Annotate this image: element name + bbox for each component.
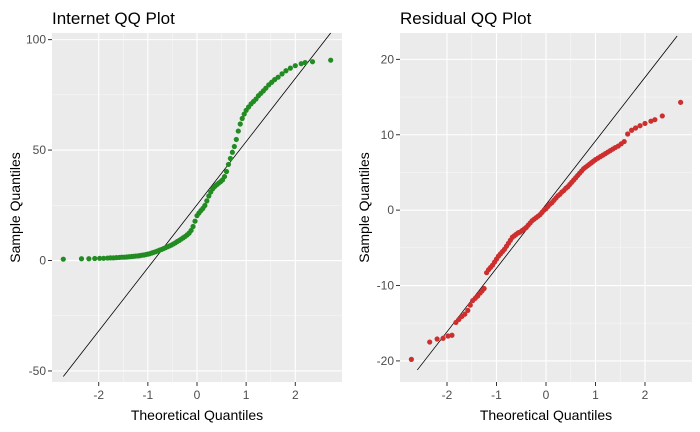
data-point — [86, 256, 92, 262]
data-point — [237, 121, 243, 127]
data-point — [192, 218, 198, 224]
data-point — [462, 311, 468, 317]
data-point — [190, 223, 196, 230]
x-axis-ticks: -2 -1 0 1 2 — [93, 382, 299, 402]
data-point — [97, 255, 103, 261]
data-point — [204, 198, 210, 204]
data-point — [275, 74, 281, 80]
data-point — [434, 336, 440, 342]
data-point — [652, 117, 658, 123]
data-point — [302, 59, 308, 66]
x-tick-label: 1 — [243, 388, 250, 402]
x-tick-label: -1 — [491, 388, 502, 402]
data-point — [283, 68, 289, 74]
data-point — [229, 149, 235, 155]
data-point — [408, 356, 414, 362]
data-point — [632, 125, 639, 131]
y-tick-label: 0 — [39, 254, 46, 268]
x-tick-label: 0 — [543, 388, 550, 402]
y-axis-ticks: -20 -10 0 10 20 — [377, 52, 400, 368]
y-tick-label: 10 — [381, 128, 395, 142]
x-tick-label: -2 — [93, 388, 104, 402]
data-point — [287, 65, 293, 71]
internet-qq-panel: Internet QQ Plot -2 -1 0 1 2 -50 0 50 100 Theor… — [7, 9, 342, 423]
data-point — [292, 63, 298, 69]
y-axis-ticks: -50 0 50 100 — [26, 33, 52, 378]
data-point — [637, 123, 643, 129]
y-tick-label: -20 — [377, 354, 395, 368]
x-axis-ticks: -2 -1 0 1 2 — [442, 382, 649, 402]
data-point — [449, 332, 455, 338]
y-tick-label: 50 — [33, 143, 47, 157]
data-point — [678, 99, 684, 105]
data-point — [206, 193, 212, 199]
x-tick-label: -1 — [143, 388, 154, 402]
x-tick-label: 2 — [292, 388, 299, 402]
x-tick-label: 1 — [592, 388, 599, 402]
data-point — [642, 120, 648, 127]
x-axis-title: Theoretical Quantiles — [480, 407, 612, 423]
data-point — [481, 285, 487, 292]
gridlines — [52, 33, 342, 382]
x-tick-label: 2 — [642, 388, 649, 402]
data-point — [221, 173, 228, 180]
gridlines — [400, 33, 692, 382]
data-point — [239, 115, 245, 122]
x-axis-title: Theoretical Quantiles — [131, 407, 263, 423]
y-tick-label: -50 — [29, 364, 47, 378]
y-axis-title: Sample Quantiles — [356, 152, 372, 263]
y-tick-label: -10 — [377, 279, 395, 293]
y-tick-label: 20 — [381, 52, 395, 66]
data-point — [279, 71, 285, 77]
data-point — [188, 227, 194, 234]
chart-title: Internet QQ Plot — [52, 9, 175, 28]
data-point — [625, 131, 631, 137]
data-point — [233, 136, 239, 143]
y-tick-label: 0 — [387, 203, 394, 217]
data-point — [445, 333, 451, 339]
data-point — [202, 202, 208, 209]
data-point — [263, 85, 269, 91]
data-point — [227, 155, 234, 162]
data-point — [60, 256, 66, 262]
data-point — [92, 255, 98, 262]
data-point — [225, 161, 232, 168]
reference-line-group — [62, 32, 332, 377]
data-point — [101, 255, 107, 261]
data-point — [629, 127, 635, 133]
x-tick-label: 0 — [194, 388, 201, 402]
data-point — [648, 118, 654, 124]
data-point — [465, 307, 471, 313]
data-point — [440, 335, 446, 341]
data-point — [328, 57, 334, 63]
reference-line — [62, 32, 332, 377]
points-group — [60, 57, 334, 262]
data-point — [235, 128, 241, 134]
data-point — [427, 339, 433, 345]
data-point — [309, 59, 316, 65]
data-point — [78, 256, 85, 262]
data-point — [621, 138, 627, 145]
data-point — [659, 113, 665, 119]
data-point — [223, 168, 230, 175]
x-tick-label: -2 — [442, 388, 453, 402]
points-group — [408, 99, 684, 362]
y-tick-label: 100 — [26, 33, 46, 47]
data-point — [298, 61, 304, 67]
chart-title: Residual QQ Plot — [400, 9, 532, 28]
data-point — [231, 143, 237, 150]
y-axis-title: Sample Quantiles — [7, 152, 23, 263]
data-point — [467, 302, 473, 308]
